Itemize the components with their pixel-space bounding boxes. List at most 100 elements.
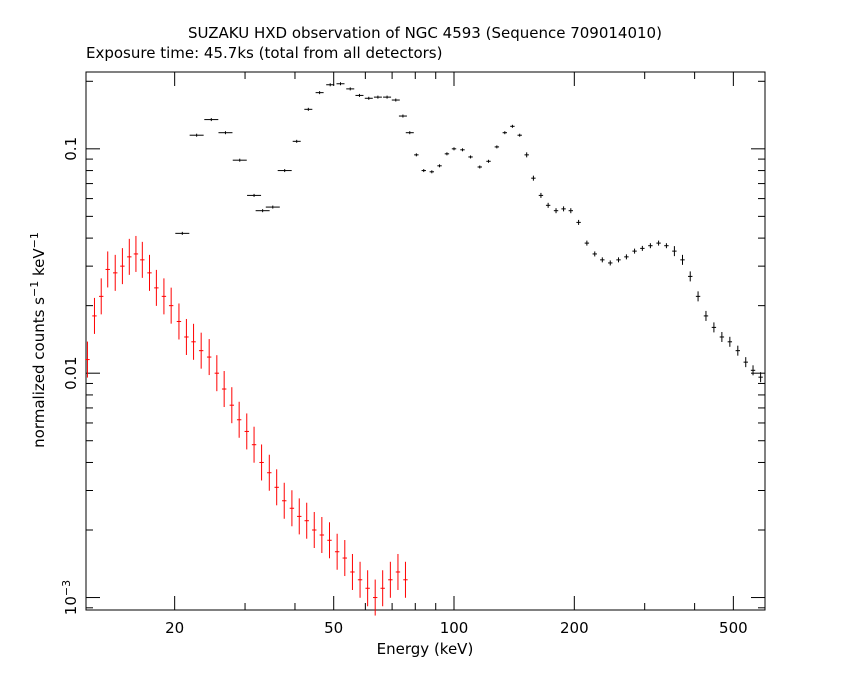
data-point [292,139,301,143]
data-point [365,570,370,607]
data-point [656,240,661,246]
y-tick-label: 10−3 [60,580,80,615]
data-point [719,331,725,342]
data-point [502,131,508,135]
data-point [538,192,544,198]
y-axis-label-base: normalized counts s [30,297,48,448]
data-point [444,152,450,156]
data-point [350,553,355,590]
x-axis-ticks [174,72,766,610]
y-axis-label: normalized counts s−1 keV−1 [28,232,48,448]
data-point [99,278,104,315]
data-point [221,371,227,408]
data-point [251,426,257,463]
data-point [232,158,247,162]
data-point [624,254,629,260]
data-point [743,357,748,368]
data-point [154,269,159,306]
data-point [113,254,118,291]
plot-frame [85,71,766,611]
data-point [315,91,324,95]
data-point [727,336,733,347]
data-point [711,322,717,333]
data-point [184,318,189,355]
x-axis-label: Energy (keV) [377,640,474,658]
y-axis-tick-labels: 0.1 0.01 10−3 [60,137,80,615]
data-point [282,482,287,519]
y-axis-ticks [86,80,765,609]
data-point [206,339,212,376]
data-point [388,561,393,598]
data-point [592,251,597,257]
data-point [703,310,709,321]
data-point [304,502,309,539]
data-point [451,147,457,151]
data-point [405,131,414,135]
y-axis-label-mid: keV [30,248,48,281]
data-point [247,193,262,197]
data-point [198,332,204,369]
data-point [133,235,139,272]
data-point [259,444,264,481]
data-point [403,561,408,598]
data-point [576,219,581,225]
data-point [380,570,385,607]
data-point [161,278,167,315]
data-point [236,401,242,438]
data-point [688,271,693,282]
data-point [204,118,219,122]
data-point [140,241,145,278]
data-point [735,345,741,356]
data-point [255,209,270,213]
data-point [289,490,295,527]
x-tick-label: 500 [719,619,748,637]
data-point [531,175,536,181]
data-point [127,238,132,275]
data-point [304,107,313,111]
data-point [277,169,292,173]
data-point [616,257,621,263]
data-point [750,365,756,376]
data-point [437,164,442,168]
data-point [672,246,677,257]
data-point [92,297,97,334]
data-point [391,98,400,102]
data-point [176,303,182,340]
data-point [372,579,378,616]
chart-title: SUZAKU HXD observation of NGC 4593 (Sequ… [188,24,662,42]
data-point [600,257,605,263]
data-point [584,240,590,246]
data-point [568,208,574,214]
data-point [648,243,653,249]
data-point [357,561,363,598]
data-point [468,155,473,159]
data-point [105,251,110,288]
data-point [477,165,482,169]
data-point [510,124,515,128]
data-point [85,341,90,378]
series-1 [85,235,408,616]
data-point [244,413,249,450]
y-tick-label: 0.1 [62,137,80,161]
data-point [218,131,233,135]
data-point [297,498,302,535]
data-point [120,248,125,285]
data-point [429,170,435,174]
data-point [486,159,491,163]
data-point [545,202,551,208]
data-point [168,287,174,324]
data-point [355,93,364,97]
x-axis-tick-labels: 20 50 100 200 500 [165,619,748,637]
data-point [346,87,355,91]
data-point [214,355,220,392]
data-point [460,148,465,152]
data-point [229,387,235,424]
data-point [364,96,373,100]
data-point [175,231,190,235]
data-point [561,206,566,212]
y-axis-label-exp1: −1 [28,281,41,297]
data-point [312,512,317,549]
data-point [373,95,382,99]
data-point [191,323,196,360]
